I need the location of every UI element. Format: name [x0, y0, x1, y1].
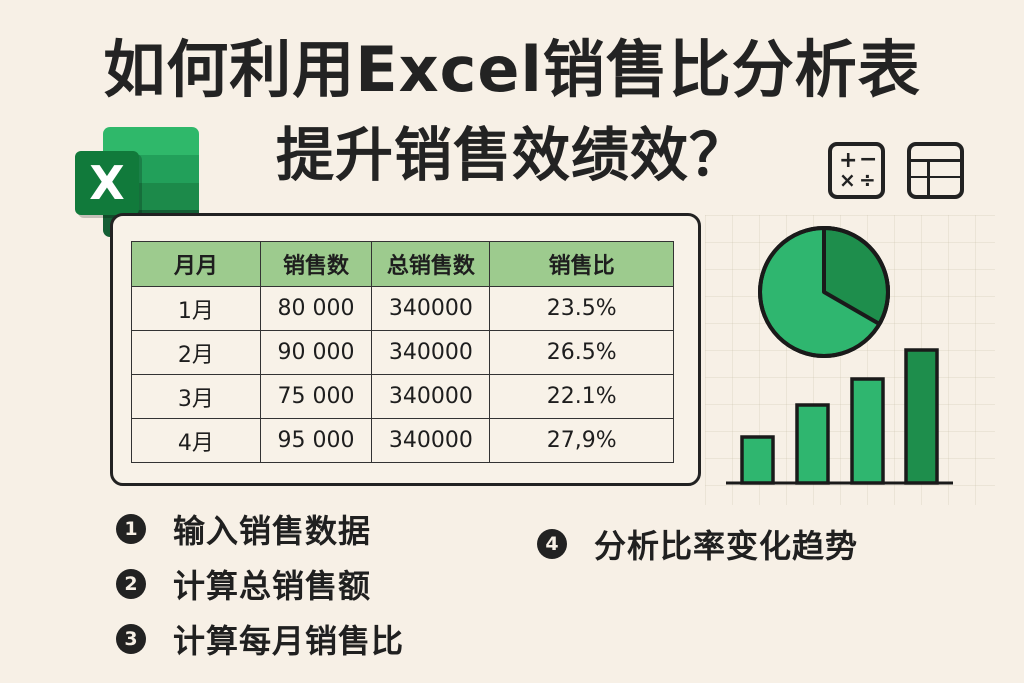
table-row: 3月 75 000 340000 22.1%: [131, 374, 674, 419]
cell-sales: 75 000: [259, 374, 373, 419]
step-number-badge: 2: [116, 569, 146, 599]
calculator-icon: + − × ÷: [828, 142, 885, 199]
bar-2: [795, 403, 830, 485]
step-number-badge: 4: [537, 529, 567, 559]
cell-ratio: 22.1%: [489, 374, 674, 419]
step-1: 1 输入销售数据: [116, 506, 371, 552]
bar-4: [904, 348, 939, 485]
cell-ratio: 27,9%: [489, 418, 674, 463]
sales-ratio-table: 月月 销售数 总销售数 销售比 1月 80 000 340000 23.5% 2…: [131, 241, 674, 463]
cell-sales: 90 000: [259, 330, 373, 375]
cell-sales: 80 000: [259, 286, 373, 331]
title-line-1: 如何利用Excel销售比分析表: [103, 33, 921, 106]
cell-month: 3月: [131, 374, 261, 419]
bar-1: [740, 435, 775, 485]
table-header-row: 月月 销售数 总销售数 销售比: [131, 241, 674, 287]
bar-3: [850, 377, 885, 485]
step-text: 输入销售数据: [173, 512, 372, 550]
header-sales: 销售数: [259, 241, 373, 287]
title-line-2: 提升销售效绩效？: [275, 121, 748, 189]
step-4: 4 分析比率变化趋势: [537, 521, 858, 567]
cell-ratio: 26.5%: [489, 330, 674, 375]
step-text: 分析比率变化趋势: [594, 527, 859, 565]
step-number-badge: 1: [116, 514, 146, 544]
cell-month: 1月: [131, 286, 261, 331]
header-total-sales: 总销售数: [371, 241, 491, 287]
step-text: 计算每月销售比: [173, 622, 405, 660]
step-number-badge: 3: [116, 624, 146, 654]
cell-total: 340000: [371, 374, 491, 419]
cell-total: 340000: [371, 286, 491, 331]
step-3: 3 计算每月销售比: [116, 616, 404, 662]
pie-chart: [758, 226, 890, 358]
header-sales-ratio: 销售比: [489, 241, 674, 287]
header-month: 月月: [131, 241, 261, 287]
cell-month: 4月: [131, 418, 261, 463]
bar-chart: [726, 348, 953, 485]
table-row: 2月 90 000 340000 26.5%: [131, 330, 674, 375]
cell-total: 340000: [371, 330, 491, 375]
cell-total: 340000: [371, 418, 491, 463]
table-row: 1月 80 000 340000 23.5%: [131, 286, 674, 331]
cell-sales: 95 000: [259, 418, 373, 463]
step-2: 2 计算总销售额: [116, 561, 371, 607]
table-icon: [907, 142, 964, 199]
cell-ratio: 23.5%: [489, 286, 674, 331]
excel-x-badge: X: [75, 151, 139, 215]
step-text: 计算总销售额: [173, 567, 372, 605]
cell-month: 2月: [131, 330, 261, 375]
table-row: 4月 95 000 340000 27,9%: [131, 418, 674, 463]
